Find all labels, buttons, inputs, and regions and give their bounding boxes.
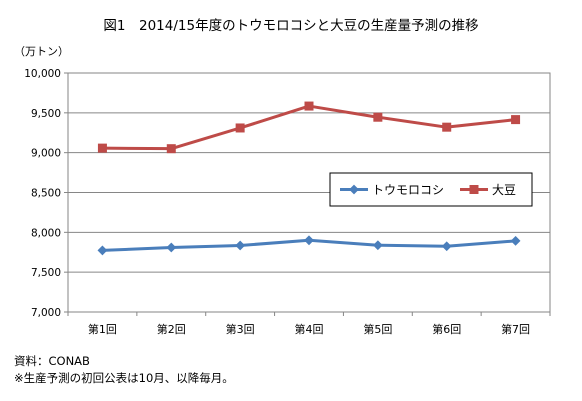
y-tick-label: 10,000 [24,68,61,80]
footnote: ※生産予測の初回公表は10月、以降毎月。 [14,371,234,385]
chart-notes: 資料：CONAB ※生産予測の初回公表は10月、以降毎月。 [14,353,234,387]
data-point [441,241,452,252]
x-tick-label: 第2回 [157,322,186,336]
y-tick-label: 9,500 [31,108,61,120]
chart-title: 図1 2014/15年度のトウモロコシと大豆の生産量予測の推移 [103,18,479,34]
data-point [372,240,383,251]
y-tick-label: 9,000 [31,148,61,160]
y-tick-label: 8,000 [31,227,61,239]
legend-swatch-marker [349,184,359,195]
data-point [304,101,314,111]
legend-label: 大豆 [492,183,516,197]
y-tick-label: 8,500 [31,188,61,200]
data-point [97,143,107,153]
x-tick-label: 第3回 [226,322,255,336]
y-tick-label: 7,500 [31,267,61,279]
data-point [166,242,177,253]
y-axis-unit-label: （万トン） [14,45,69,58]
data-point [373,112,383,122]
data-point [235,123,245,133]
data-point [511,115,521,125]
data-point [510,235,521,246]
legend-label: トウモロコシ [372,183,444,197]
data-point [235,240,246,251]
y-tick-label: 7,000 [31,307,61,319]
x-tick-label: 第4回 [295,322,324,336]
x-tick-label: 第5回 [363,322,392,336]
data-point [166,144,176,154]
x-tick-label: 第1回 [88,322,117,336]
x-tick-label: 第7回 [501,322,530,336]
legend-swatch-marker [469,185,479,194]
data-point [304,235,314,246]
data-point [97,245,108,256]
data-point [442,122,452,132]
source-note: 資料：CONAB [14,354,90,368]
x-tick-label: 第6回 [432,322,461,336]
